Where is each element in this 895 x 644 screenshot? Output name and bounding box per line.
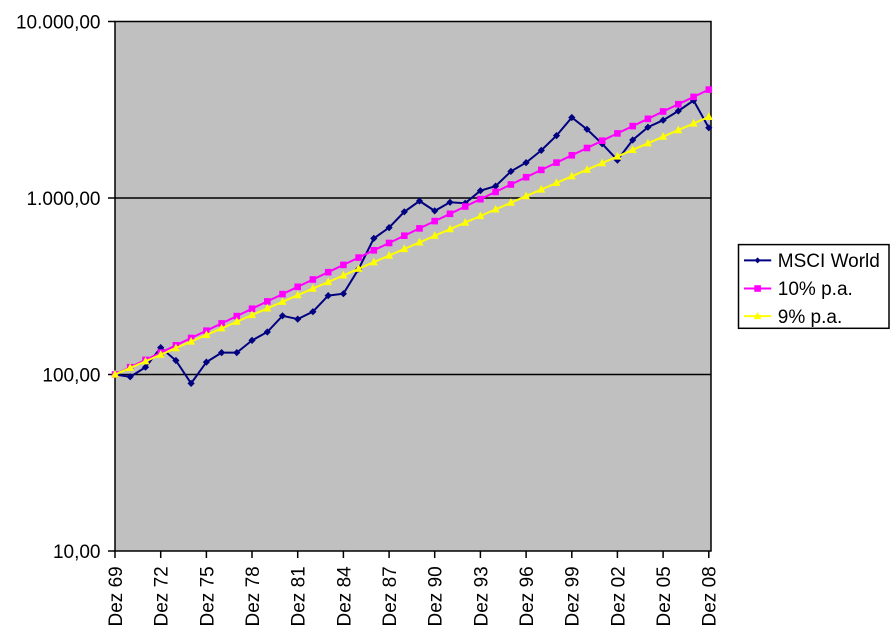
svg-text:Dez 05: Dez 05	[654, 566, 675, 626]
svg-text:Dez 72: Dez 72	[152, 566, 173, 626]
svg-text:Dez 69: Dez 69	[106, 566, 127, 626]
svg-text:Dez 81: Dez 81	[289, 566, 310, 626]
svg-text:9% p.a.: 9% p.a.	[778, 307, 842, 328]
svg-text:Dez 93: Dez 93	[471, 566, 492, 626]
svg-text:1.000,00: 1.000,00	[27, 189, 101, 210]
svg-text:100,00: 100,00	[42, 365, 100, 386]
svg-text:10,00: 10,00	[53, 542, 101, 563]
svg-text:Dez 96: Dez 96	[517, 566, 538, 626]
svg-text:Dez 87: Dez 87	[380, 566, 401, 626]
svg-text:Dez 99: Dez 99	[563, 566, 584, 626]
svg-text:MSCI World: MSCI World	[778, 251, 880, 272]
svg-text:10.000,00: 10.000,00	[16, 12, 101, 33]
svg-text:Dez 08: Dez 08	[700, 566, 721, 626]
svg-text:Dez 02: Dez 02	[608, 566, 629, 626]
svg-text:Dez 84: Dez 84	[334, 566, 355, 627]
svg-text:10% p.a.: 10% p.a.	[778, 279, 853, 300]
svg-text:Dez 78: Dez 78	[243, 566, 264, 626]
svg-text:Dez 75: Dez 75	[197, 566, 218, 626]
svg-text:Dez 90: Dez 90	[426, 566, 447, 626]
